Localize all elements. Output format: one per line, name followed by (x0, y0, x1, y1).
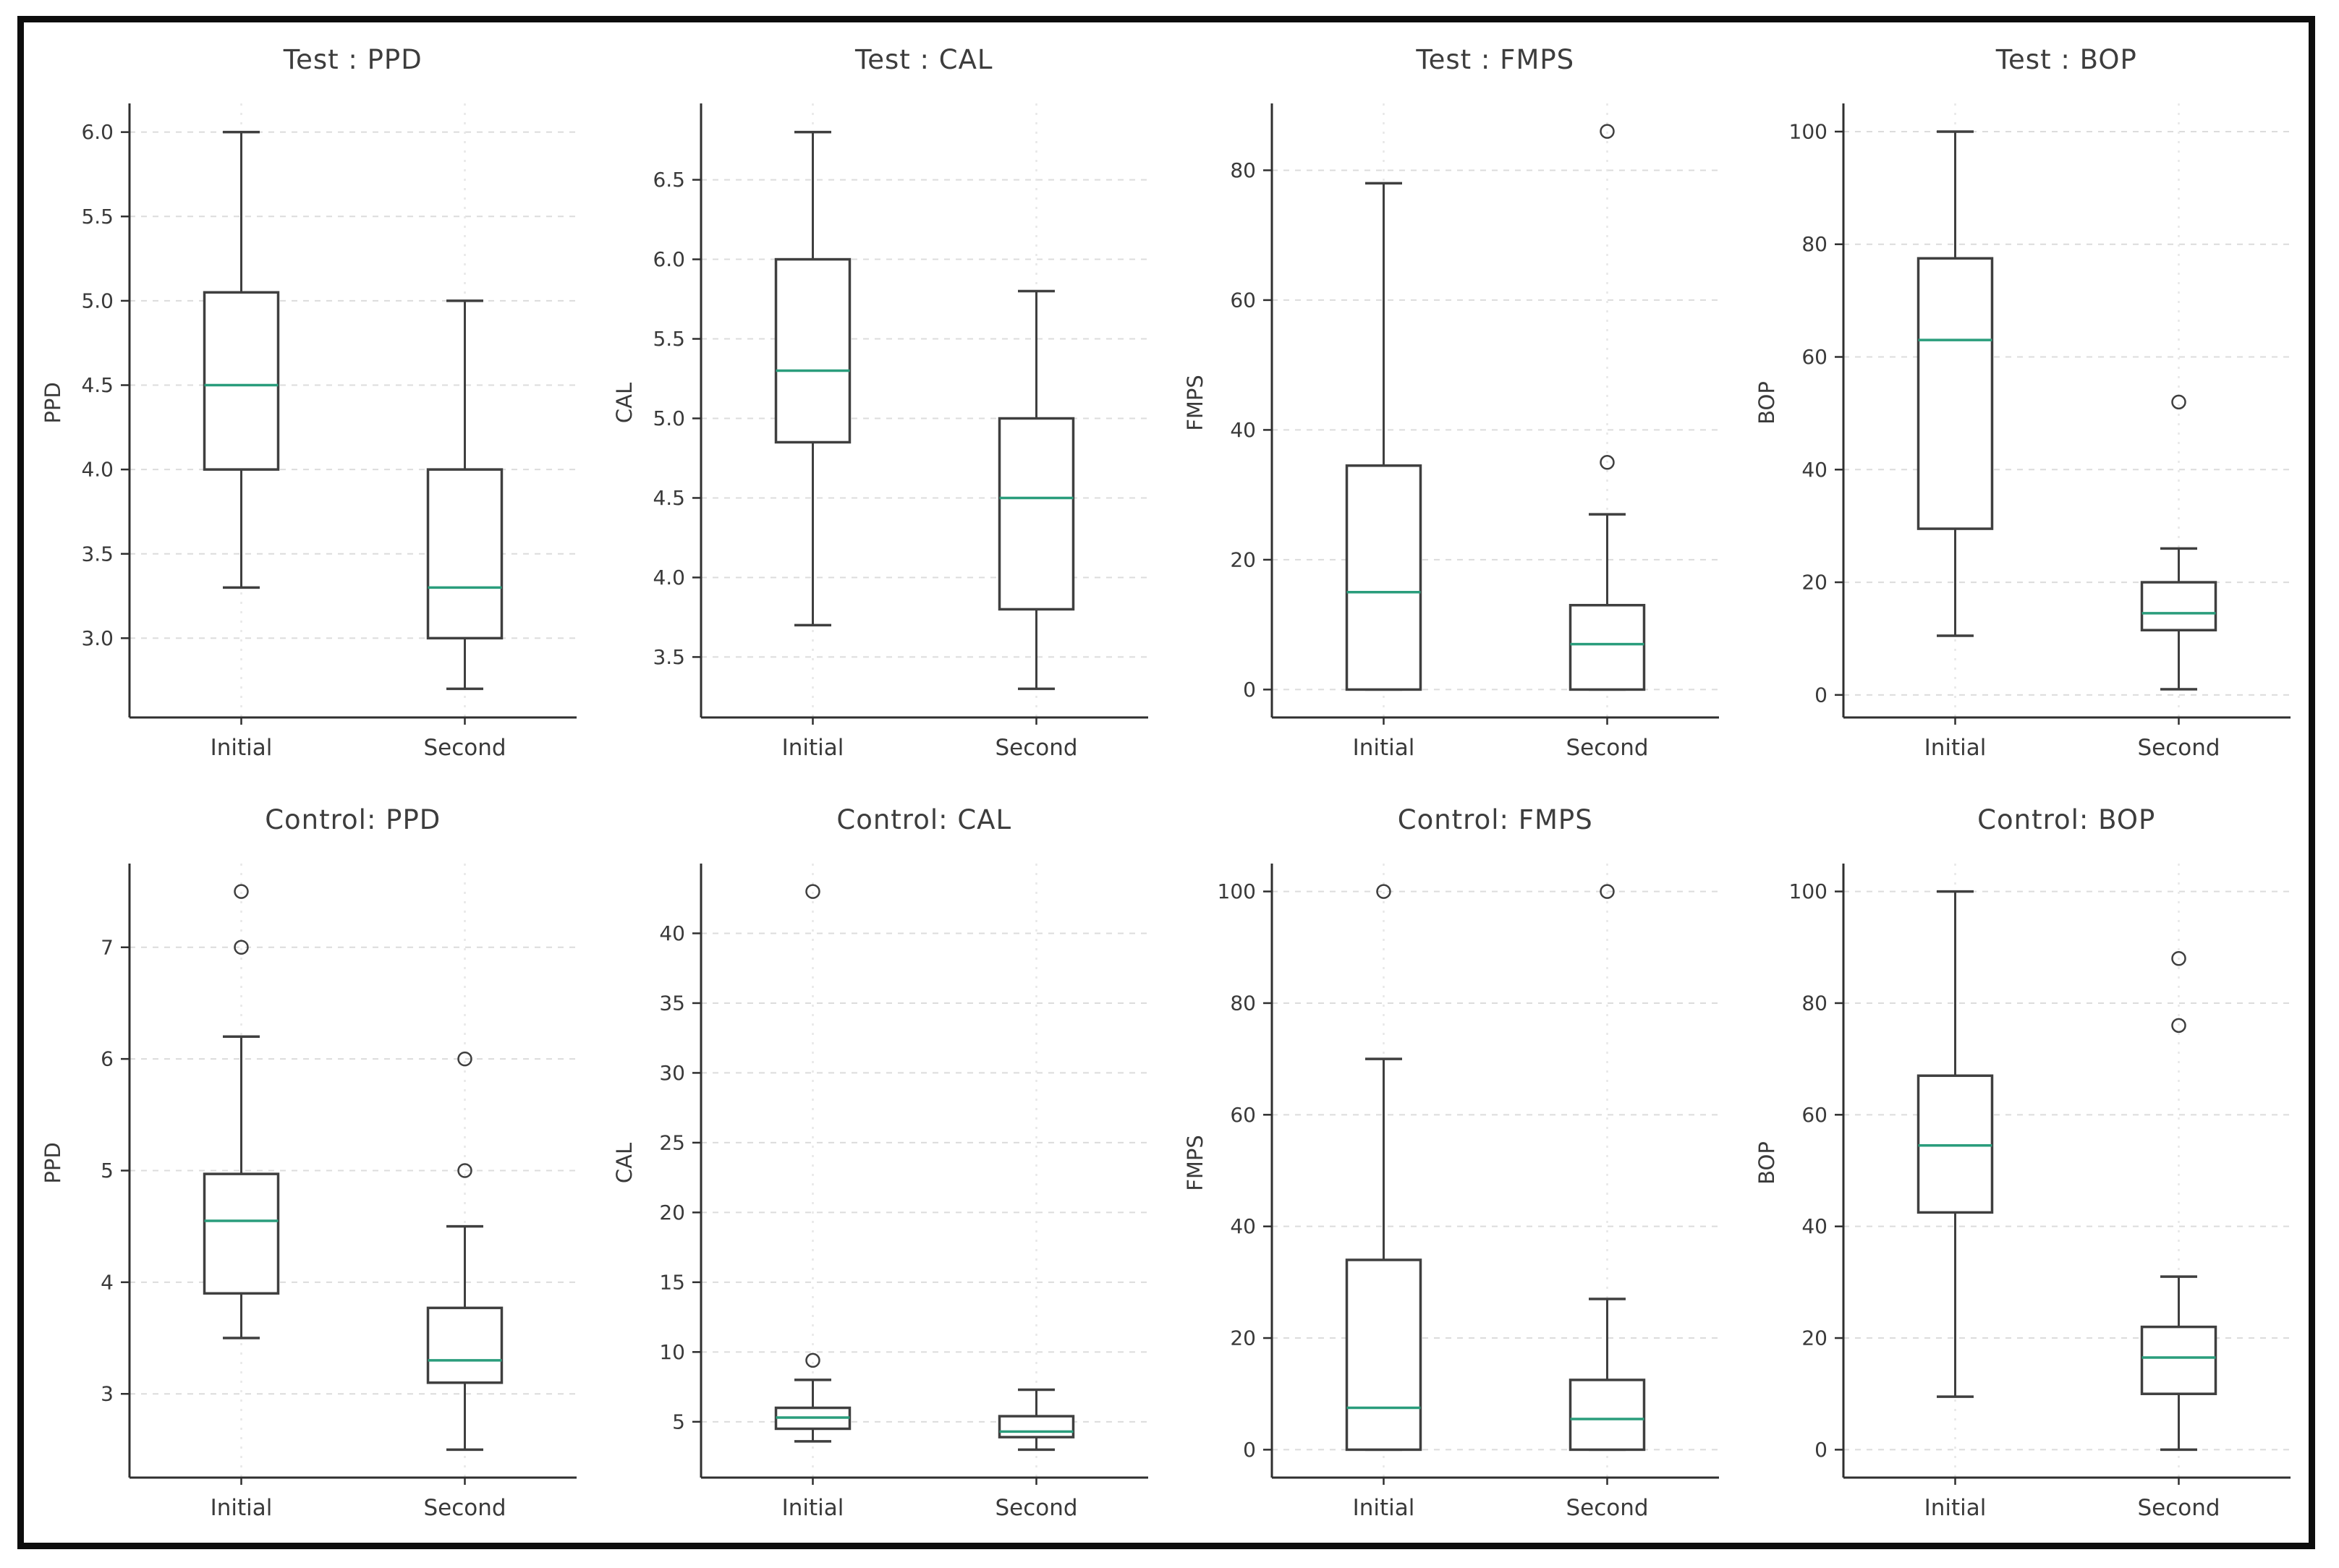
panel-test-bop: 0 20 40 60 80 100 Initial Second Test : BOP BOP (1738, 22, 2309, 783)
svg-text:3.5: 3.5 (81, 542, 114, 566)
svg-text:30: 30 (659, 1061, 685, 1085)
panel-test-fmps: 0 20 40 60 80 Initial Second Test : FMPS FMPS (1166, 22, 1738, 783)
svg-text:Initial: Initial (211, 735, 273, 761)
boxplot-canvas-control-cal: 5 10 15 20 25 30 35 40 Initial Second (595, 783, 1167, 1543)
svg-text:60: 60 (1801, 345, 1828, 369)
svg-text:40: 40 (659, 921, 685, 945)
y-axis-label: PPD (41, 1141, 65, 1184)
svg-text:60: 60 (1801, 1103, 1828, 1127)
y-axis-label: CAL (611, 1142, 637, 1183)
svg-text:40: 40 (1230, 1214, 1256, 1238)
panel-test-ppd: 3.0 3.5 4.0 4.5 5.0 5.5 6.0 Initial Second Test … (24, 22, 595, 783)
svg-text:Second: Second (2137, 1495, 2220, 1521)
boxplot-canvas-test-fmps: 0 20 40 60 80 Initial Second (1166, 22, 1738, 783)
chart-title: Control: BOP (1977, 804, 2156, 835)
chart-title: Test : FMPS (1416, 44, 1575, 75)
chart-title: Test : BOP (1995, 44, 2137, 75)
svg-text:4.0: 4.0 (653, 566, 685, 589)
svg-text:4.5: 4.5 (653, 486, 685, 510)
y-axis-label: FMPS (1183, 1134, 1207, 1191)
svg-text:6.0: 6.0 (653, 247, 685, 271)
svg-text:4.0: 4.0 (81, 458, 114, 482)
svg-text:20: 20 (1801, 1326, 1828, 1350)
svg-text:3.0: 3.0 (81, 626, 114, 650)
y-axis-label: FMPS (1183, 374, 1207, 431)
svg-text:20: 20 (1230, 1326, 1256, 1350)
svg-text:6: 6 (101, 1047, 114, 1071)
svg-text:0: 0 (1243, 1438, 1256, 1462)
svg-text:Second: Second (2137, 735, 2220, 761)
svg-text:5: 5 (672, 1410, 685, 1433)
svg-text:60: 60 (1230, 1103, 1256, 1127)
svg-text:Initial: Initial (1353, 1495, 1415, 1521)
boxplot-canvas-control-fmps: 0 20 40 60 80 100 Initial Second (1166, 783, 1738, 1543)
svg-text:Second: Second (1566, 735, 1648, 761)
svg-text:3: 3 (101, 1382, 114, 1406)
boxplot-canvas-test-bop: 0 20 40 60 80 100 Initial Second (1738, 22, 2309, 783)
svg-text:5.5: 5.5 (653, 327, 685, 351)
y-axis-label: PPD (41, 381, 65, 424)
svg-text:Initial: Initial (781, 735, 844, 761)
chart-title: Control: PPD (265, 804, 441, 835)
y-axis-label: CAL (611, 382, 637, 423)
svg-text:0: 0 (1814, 683, 1828, 707)
svg-text:100: 100 (1218, 879, 1256, 903)
svg-text:40: 40 (1230, 418, 1256, 442)
panel-control-cal: 5 10 15 20 25 30 35 40 Initial Second Control: CA… (595, 783, 1167, 1543)
y-axis-label: BOP (1754, 380, 1779, 425)
svg-text:40: 40 (1801, 1214, 1828, 1238)
svg-text:10: 10 (659, 1340, 685, 1364)
svg-text:Second: Second (423, 1495, 506, 1521)
chart-title: Control: FMPS (1397, 804, 1593, 835)
svg-text:6.5: 6.5 (653, 168, 685, 192)
panel-control-fmps: 0 20 40 60 80 100 Initial Second Control: FMPS … (1166, 783, 1738, 1543)
svg-text:5.0: 5.0 (81, 289, 114, 312)
figure-border: 3.0 3.5 4.0 4.5 5.0 5.5 6.0 Initial Second Test … (17, 16, 2315, 1549)
svg-text:20: 20 (659, 1201, 685, 1224)
svg-text:20: 20 (1230, 547, 1256, 571)
svg-text:0: 0 (1814, 1438, 1828, 1462)
svg-text:4.5: 4.5 (81, 373, 114, 397)
panel-control-ppd: 3 4 5 6 7 Initial Second Control: PPD PPD (24, 783, 595, 1543)
svg-text:Second: Second (1566, 1495, 1648, 1521)
svg-text:5.5: 5.5 (81, 205, 114, 229)
svg-text:80: 80 (1230, 991, 1256, 1015)
chart-title: Test : PPD (283, 44, 423, 75)
svg-text:80: 80 (1801, 991, 1828, 1015)
svg-text:80: 80 (1230, 158, 1256, 182)
svg-text:100: 100 (1788, 119, 1827, 143)
svg-text:100: 100 (1788, 879, 1827, 903)
panel-control-bop: 0 20 40 60 80 100 Initial Second Control: BOP B… (1738, 783, 2309, 1543)
svg-text:Initial: Initial (781, 1495, 844, 1521)
svg-text:Second: Second (995, 1495, 1077, 1521)
svg-text:3.5: 3.5 (653, 645, 685, 669)
svg-text:7: 7 (101, 935, 114, 959)
boxplot-canvas-test-ppd: 3.0 3.5 4.0 4.5 5.0 5.5 6.0 Initial Second (24, 22, 595, 783)
svg-text:20: 20 (1801, 571, 1828, 595)
boxplot-canvas-test-cal: 3.5 4.0 4.5 5.0 5.5 6.0 6.5 Initial Second (595, 22, 1167, 783)
svg-text:Initial: Initial (1353, 735, 1415, 761)
panel-test-cal: 3.5 4.0 4.5 5.0 5.5 6.0 6.5 Initial Second Test … (595, 22, 1167, 783)
chart-title: Test : CAL (854, 44, 993, 75)
svg-text:4: 4 (101, 1270, 114, 1294)
svg-text:60: 60 (1230, 288, 1256, 312)
svg-text:80: 80 (1801, 232, 1828, 256)
svg-text:15: 15 (659, 1270, 685, 1294)
boxplot-canvas-control-bop: 0 20 40 60 80 100 Initial Second (1738, 783, 2309, 1543)
boxplot-canvas-control-ppd: 3 4 5 6 7 Initial Second (24, 783, 595, 1543)
svg-text:5: 5 (101, 1159, 114, 1183)
svg-text:6.0: 6.0 (81, 120, 114, 144)
svg-text:Initial: Initial (1924, 1495, 1986, 1521)
svg-text:5.0: 5.0 (653, 406, 685, 430)
svg-text:40: 40 (1801, 458, 1828, 482)
svg-text:25: 25 (659, 1130, 685, 1154)
svg-text:Second: Second (995, 735, 1077, 761)
y-axis-label: BOP (1754, 1141, 1779, 1185)
svg-text:Second: Second (423, 735, 506, 761)
svg-text:35: 35 (659, 991, 685, 1015)
svg-text:Initial: Initial (1924, 735, 1986, 761)
svg-text:0: 0 (1243, 678, 1256, 702)
svg-text:Initial: Initial (211, 1495, 273, 1521)
chart-title: Control: CAL (836, 804, 1012, 835)
